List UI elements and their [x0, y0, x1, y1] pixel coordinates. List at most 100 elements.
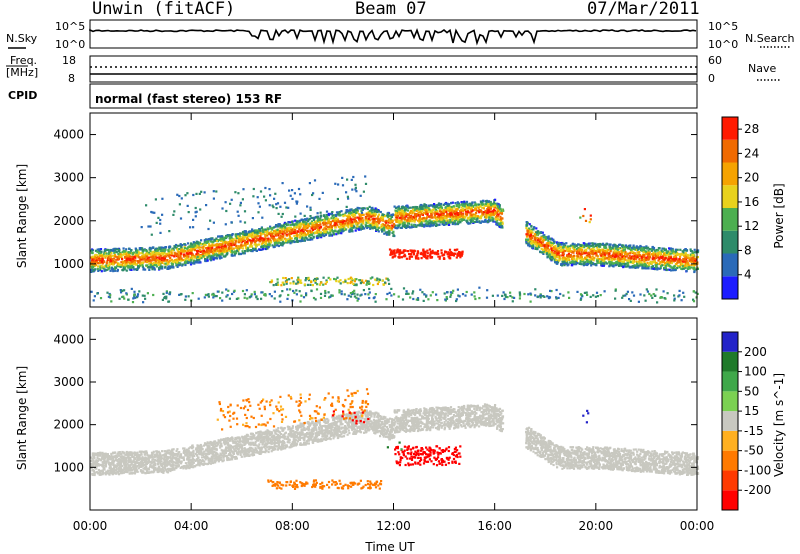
echo-cell	[189, 251, 192, 254]
echo-cell	[436, 217, 439, 220]
echo-cell	[181, 263, 184, 266]
echo-cell	[582, 242, 585, 245]
echo-cell	[366, 226, 369, 230]
echo-cell	[211, 248, 214, 252]
echo-cell	[229, 237, 232, 240]
echo-cell	[447, 215, 450, 218]
echo-cell	[433, 203, 436, 206]
echo-cell	[151, 255, 154, 259]
echo-cell	[284, 237, 287, 240]
echo-cell	[554, 250, 557, 253]
echo-cell	[124, 250, 127, 253]
echo-cell	[484, 203, 487, 206]
echo-cell	[467, 222, 470, 225]
echo-cell	[135, 249, 138, 252]
echo-cell	[545, 236, 548, 239]
echo-cell	[532, 245, 535, 248]
echo-cell	[549, 241, 552, 244]
echo-cell	[152, 250, 155, 253]
echo-cell	[536, 237, 539, 240]
echo-cell	[623, 258, 626, 261]
echo-cell	[373, 214, 376, 217]
echo-cell	[418, 221, 421, 224]
echo-cell	[613, 255, 616, 259]
echo-cell	[645, 253, 648, 256]
echo-cell	[264, 230, 267, 233]
echo-cell	[155, 264, 158, 267]
echo-cell	[306, 229, 309, 232]
echo-cell	[345, 224, 348, 227]
echo-cell	[652, 256, 655, 260]
echo-cell	[352, 226, 355, 229]
echo-cell	[469, 208, 472, 211]
echo-cell	[252, 247, 255, 250]
echo-cell	[664, 266, 667, 269]
echo-cell	[259, 234, 262, 237]
echo-cell	[422, 219, 425, 222]
echo-cell	[631, 250, 634, 253]
echo-cell	[612, 244, 615, 247]
echo-cell	[293, 223, 296, 226]
echo-cell	[459, 221, 462, 224]
echo-cell	[475, 215, 478, 218]
echo-cell	[138, 260, 141, 263]
echo-cell	[455, 217, 458, 220]
echo-cell	[156, 259, 159, 262]
echo-cell	[206, 256, 209, 259]
echo-cell	[290, 231, 293, 235]
echo-cell	[657, 247, 660, 250]
echo-cell	[619, 258, 622, 261]
echo-cell	[325, 222, 328, 225]
echo-cell	[287, 238, 290, 241]
echo-cell	[625, 255, 628, 258]
echo-cell	[587, 251, 590, 254]
echo-cell	[651, 246, 654, 249]
echo-cell	[342, 225, 345, 228]
echo-cell	[663, 247, 666, 250]
echo-cell	[129, 259, 132, 262]
echo-cell	[587, 244, 590, 247]
echo-cell	[185, 252, 188, 255]
echo-cell	[386, 216, 389, 219]
echo-cell	[334, 229, 337, 232]
echo-cell	[582, 258, 585, 261]
echo-cell	[382, 213, 385, 217]
echo-cell	[415, 213, 419, 216]
echo-cell	[633, 255, 637, 258]
echo-cell	[425, 222, 428, 225]
echo-cell	[196, 258, 199, 261]
echo-cell	[686, 263, 689, 266]
echo-cell	[334, 217, 337, 221]
echo-cell	[298, 219, 301, 222]
echo-cell	[685, 269, 688, 273]
echo-cell	[302, 230, 305, 234]
echo-cell	[266, 227, 269, 230]
echo-cell	[401, 206, 404, 209]
echo-cell	[125, 253, 128, 256]
echo-cell	[386, 224, 389, 227]
echo-cell	[614, 244, 617, 247]
echo-cell	[588, 245, 591, 248]
echo-cell	[174, 252, 177, 255]
echo-cell	[225, 236, 228, 239]
echo-cell	[141, 255, 144, 258]
echo-cell	[289, 226, 292, 230]
echo-cell	[597, 260, 600, 263]
echo-cell	[554, 247, 557, 250]
echo-cell	[302, 237, 306, 240]
echo-cell	[667, 262, 670, 265]
echo-cell	[335, 211, 339, 214]
echo-cell	[668, 268, 671, 271]
echo-cell	[161, 252, 164, 255]
echo-cell	[259, 230, 262, 234]
echo-cell	[457, 206, 461, 209]
echo-cell	[269, 225, 272, 228]
echo-cell	[603, 249, 607, 252]
echo-cell	[377, 230, 380, 233]
echo-cell	[490, 204, 493, 207]
echo-cell	[196, 249, 199, 252]
echo-cell	[421, 213, 424, 216]
echo-cell	[484, 209, 487, 212]
echo-cell	[613, 258, 616, 261]
echo-cell	[414, 215, 417, 218]
